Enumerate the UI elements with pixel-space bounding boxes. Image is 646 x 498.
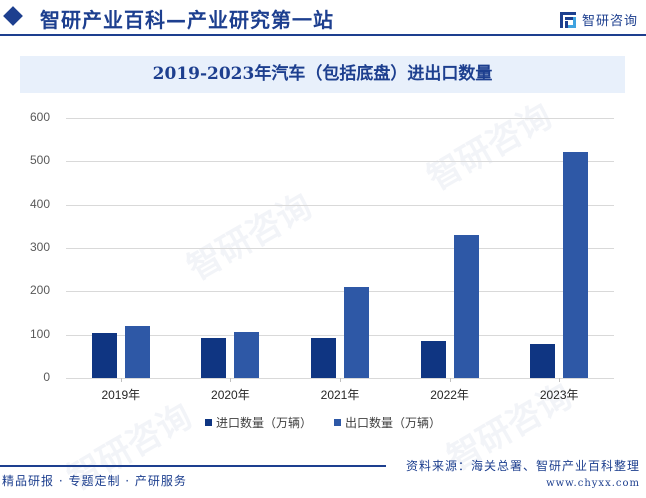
x-tick-label: 2020年 <box>211 388 250 402</box>
footer-url: www.chyxx.com <box>546 478 640 489</box>
x-tick-mark <box>120 378 122 382</box>
x-tick-mark <box>559 378 561 382</box>
bar-export <box>563 151 589 378</box>
y-tick-label: 200 <box>29 283 50 298</box>
brand-name: 智研咨询 <box>581 14 638 29</box>
footer-divider <box>0 465 386 467</box>
legend-item-export: 出口数量（万辆） <box>334 414 441 431</box>
x-tick-label: 2023年 <box>539 388 579 402</box>
chart-title: 2019-2023年汽车（包括底盘）进出口数量 <box>152 64 493 84</box>
gridline <box>66 161 614 163</box>
y-tick-label: 400 <box>29 196 50 211</box>
plot-area <box>66 118 614 379</box>
gridline <box>66 248 614 249</box>
legend-label-import: 进口数量（万辆） <box>215 416 312 430</box>
bar-import <box>311 337 336 378</box>
y-tick-label: 300 <box>29 240 50 254</box>
x-tick-mark <box>230 378 232 382</box>
footer-source: 资料来源：海关总署、智研产业百科整理 <box>405 459 640 473</box>
bar-import <box>420 340 446 378</box>
bar-export <box>453 234 479 378</box>
legend: 进口数量（万辆） 出口数量（万辆） <box>0 414 646 431</box>
gridline <box>66 291 614 293</box>
x-tick-label: 2019年 <box>101 388 141 402</box>
legend-swatch-import <box>204 419 212 426</box>
y-tick-label: 500 <box>29 153 50 168</box>
legend-label-export: 出口数量（万辆） <box>345 416 442 430</box>
bar-export <box>234 331 260 378</box>
bar-import <box>530 343 556 378</box>
x-tick-label: 2021年 <box>320 388 360 402</box>
gridline <box>66 204 614 206</box>
footer-services: 精品研报 · 专题定制 · 产研服务 <box>2 474 187 488</box>
diamond-icon <box>3 6 23 26</box>
bar-import <box>91 332 117 378</box>
y-tick-label: 600 <box>29 110 50 124</box>
x-tick-mark <box>449 378 451 382</box>
legend-item-import: 进口数量（万辆） <box>204 414 312 431</box>
chyxx-logo-icon <box>559 11 576 28</box>
y-tick-label: 0 <box>43 370 50 384</box>
page-header: 智研产业百科—产业研究第一站 智研咨询 <box>0 0 646 36</box>
brand: 智研咨询 <box>559 10 638 29</box>
header-divider <box>0 34 646 36</box>
bar-import <box>201 337 227 378</box>
gridline <box>66 118 614 119</box>
legend-swatch-export <box>334 419 341 426</box>
y-tick-label: 100 <box>29 326 50 341</box>
chart-title-box: 2019-2023年汽车（包括底盘）进出口数量 <box>20 56 625 93</box>
site-title: 智研产业百科—产业研究第一站 <box>40 8 334 32</box>
x-tick-label: 2022年 <box>430 388 469 402</box>
bar-export <box>344 287 369 378</box>
x-tick-mark <box>340 378 341 382</box>
bar-export <box>124 326 150 378</box>
gridline <box>66 334 614 336</box>
